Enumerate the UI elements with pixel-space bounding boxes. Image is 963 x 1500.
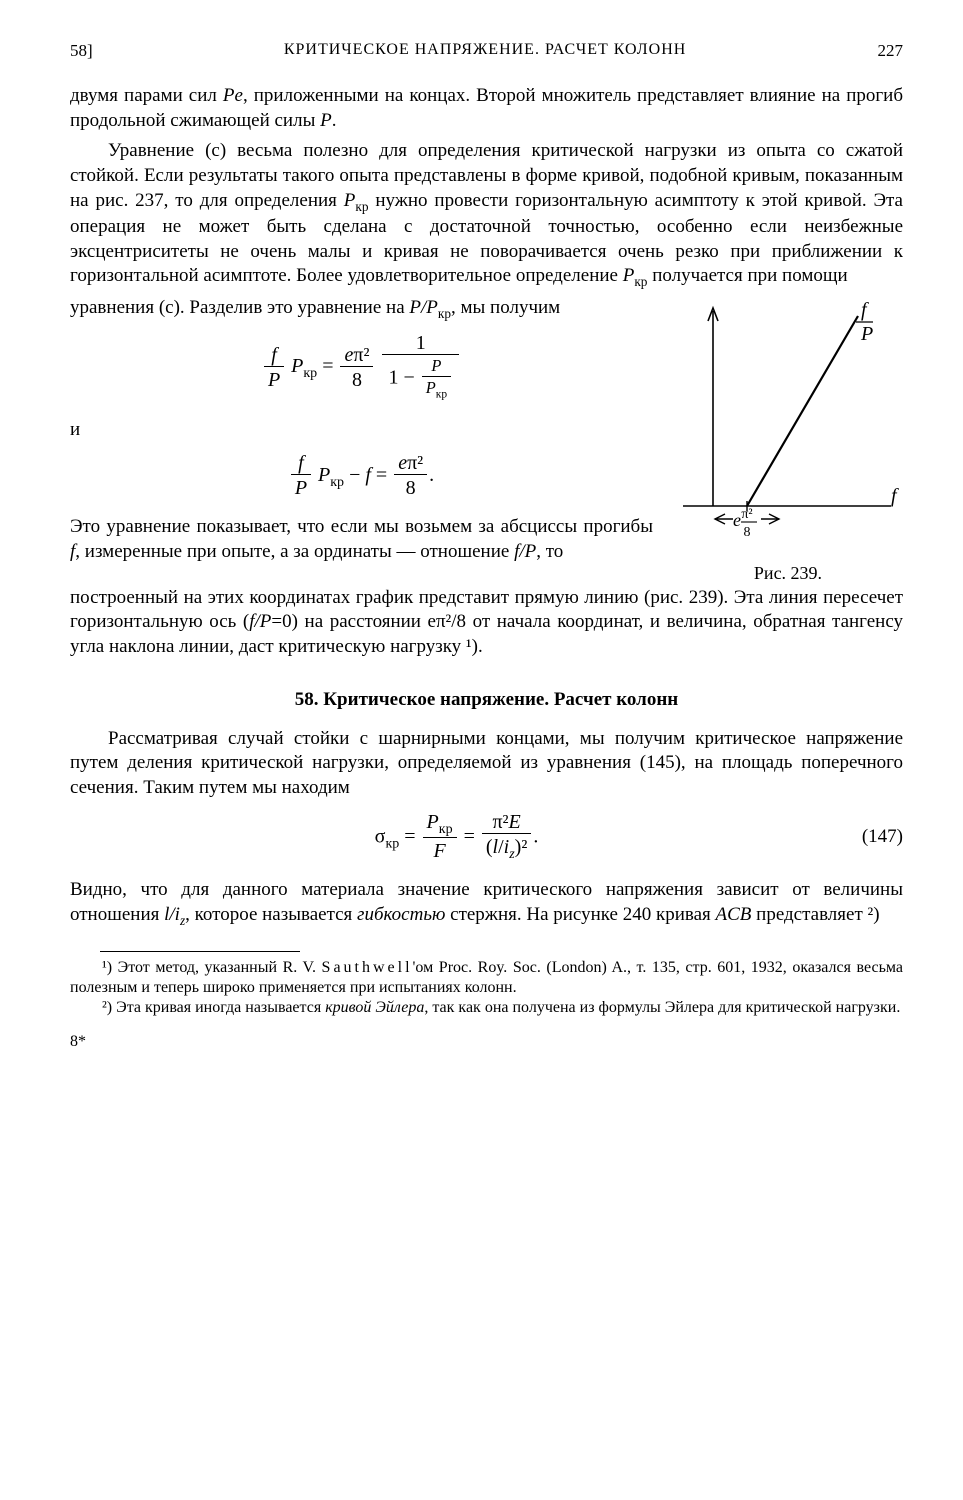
text: ²) Эта кривая иногда называется <box>102 999 325 1016</box>
footnote-author-name: Sauthwell <box>322 959 413 976</box>
equation-number: (147) <box>843 825 903 850</box>
svg-text:f: f <box>861 299 869 321</box>
figure-239: f P f e π² 8 Рис. 239. <box>673 296 903 585</box>
figure-239-caption: Рис. 239. <box>673 562 903 585</box>
footnote-2: ²) Эта кривая иногда называется кривой Э… <box>70 998 903 1018</box>
text: , так как она получена из формулы Эйлера… <box>424 999 900 1016</box>
svg-text:f: f <box>891 485 899 507</box>
paragraph-2-wide: Уравнение (c) весьма полезно для определ… <box>70 139 903 290</box>
equation-1: fP Pкр = eπ²8 1 1 − PPкр <box>70 332 653 403</box>
symbol-fp: f/P <box>249 611 271 632</box>
section-58-heading: 58. Критическое напряжение. Расчет колон… <box>70 688 903 713</box>
paragraph-1: двумя парами сил Pe, приложенными на кон… <box>70 84 903 133</box>
text-column: уравнения (c). Разделив это уравнение на… <box>70 296 653 564</box>
symbol-fp: f/P <box>514 541 536 562</box>
text: , измеренные при опыте, а за ординаты — … <box>75 541 514 562</box>
footnote-1: ¹) Этот метод, указанный R. V. Sauthwell… <box>70 958 903 998</box>
paragraph-4: Рассматривая случай стойки с шарнирными … <box>70 727 903 801</box>
symbol-pe: Pe <box>223 85 243 106</box>
svg-text:8: 8 <box>744 525 751 540</box>
paragraph-3b: построенный на этих координатах график п… <box>70 586 903 660</box>
symbol-pkr: Pкр <box>623 265 648 286</box>
svg-text:P: P <box>860 323 873 345</box>
equation-2: fP Pкр − f = eπ²8. <box>70 452 653 501</box>
text: , то <box>536 541 563 562</box>
text: , которое называется <box>185 904 357 925</box>
text: представляет ²) <box>751 904 879 925</box>
text: Рассматривая случай стойки с шарнирными … <box>70 727 903 801</box>
page-number: 227 <box>878 40 904 62</box>
svg-text:e: e <box>733 510 741 530</box>
paragraph-5: Видно, что для данного материала значени… <box>70 878 903 929</box>
term-gibkost: гибкостью <box>357 904 445 925</box>
text: двумя парами сил <box>70 85 223 106</box>
running-title: КРИТИЧЕСКОЕ НАПРЯЖЕНИЕ. РАСЧЕТ КОЛОНН <box>93 40 878 62</box>
text: получается при помощи <box>647 265 847 286</box>
connector-i: и <box>70 418 653 443</box>
paragraph-3a: Это уравнение показывает, что если мы во… <box>70 515 653 564</box>
text: стержня. На рисунке 240 кривая <box>445 904 715 925</box>
text: , мы получим <box>451 297 560 318</box>
footnote-term: кривой Эйлера <box>325 999 424 1016</box>
symbol-p: P <box>320 110 332 131</box>
symbol-acb: ACB <box>716 904 752 925</box>
text: ¹) Этот метод, указанный R. V. <box>102 959 322 976</box>
signature-mark: 8* <box>70 1032 903 1053</box>
symbol-ppkr: P/Pкр <box>409 297 451 318</box>
text: . <box>332 110 337 131</box>
text: уравнения (c). Разделив это уравнение на <box>70 297 409 318</box>
footnote-separator <box>100 951 300 952</box>
text-with-figure: уравнения (c). Разделив это уравнение на… <box>70 296 903 585</box>
symbol-pkr: Pкр <box>344 190 369 211</box>
page-header: 58] КРИТИЧЕСКОЕ НАПРЯЖЕНИЕ. РАСЧЕТ КОЛОН… <box>70 40 903 62</box>
equation-147: σкр = PкрF = π²E(l/iz)². (147) <box>70 811 903 864</box>
symbol-li: l/iz <box>164 904 185 925</box>
paragraph-2-narrow: уравнения (c). Разделив это уравнение на… <box>70 296 653 322</box>
text: Это уравнение показывает, что если мы во… <box>70 516 653 537</box>
section-number: 58] <box>70 40 93 62</box>
figure-239-svg: f P f e π² 8 <box>673 296 903 556</box>
svg-text:π²: π² <box>741 507 752 522</box>
